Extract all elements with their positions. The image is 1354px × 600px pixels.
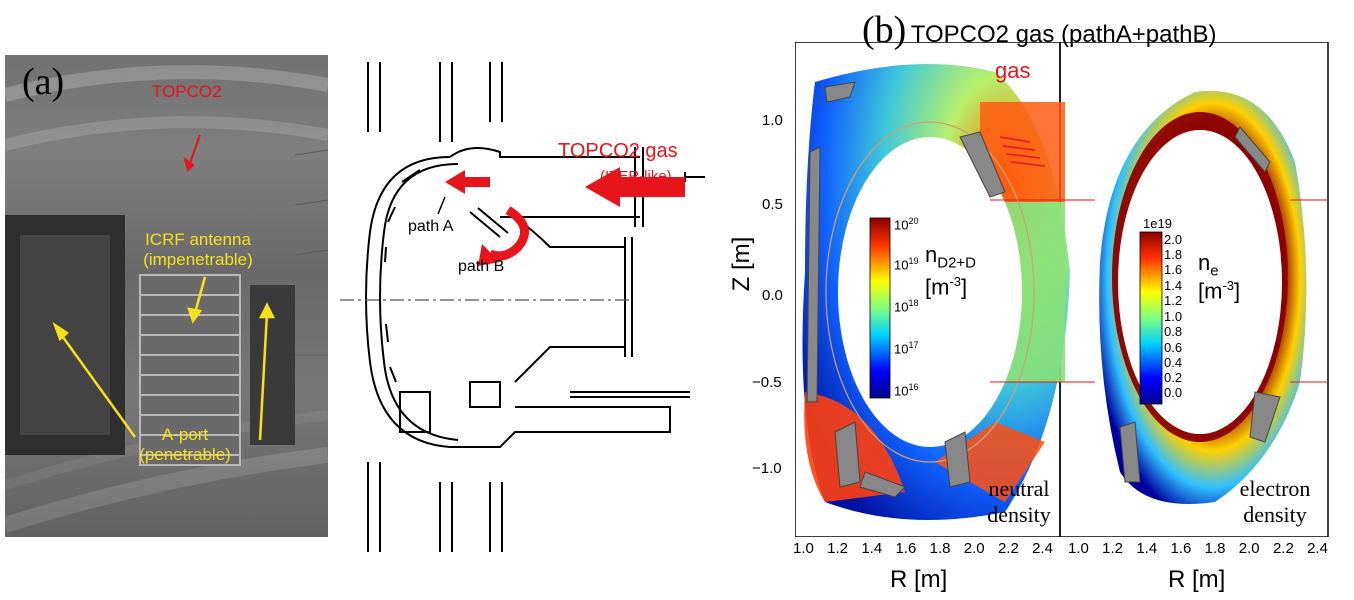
tokamak-photo-graphic: [5, 55, 328, 537]
gas-label: gas: [995, 58, 1031, 83]
tokamak-photo: [5, 55, 328, 537]
topco2-gas-subtitle: (ITER-like): [600, 168, 672, 185]
x-tick: 1.0: [793, 540, 814, 557]
x-tick: 1.6: [1170, 540, 1192, 557]
y-tick: −0.5: [752, 374, 782, 391]
x-tick: 1.0: [1068, 540, 1089, 557]
x-tick: 1.2: [1102, 540, 1124, 557]
electron-unit-label: [m-3]: [1198, 278, 1241, 304]
electron-cb-tick: 0.4: [1164, 355, 1183, 370]
x-tick: 1.4: [861, 540, 883, 557]
electron-caption-line1: electron: [1239, 476, 1311, 501]
electron-cb-tick: 1.0: [1164, 309, 1183, 324]
x-tick: 2.2: [997, 540, 1019, 557]
x-tick: 2.0: [1238, 540, 1260, 557]
density-plots-frame: [795, 42, 1329, 537]
panel-b-label: (b): [862, 9, 907, 51]
neutral-cb-tick: 1017: [894, 340, 919, 357]
electron-cb-tick: 1.8: [1164, 247, 1183, 262]
neutral-cb-tick: 1016: [894, 382, 919, 399]
path-b-label: path B: [458, 258, 505, 275]
x-tick: 1.8: [929, 540, 951, 557]
torus-cross-section-schematic: [340, 62, 705, 552]
neutral-cb-tick: 1020: [894, 216, 919, 233]
x-tick: 2.4: [1307, 540, 1328, 557]
panel-b-title-group: (b) TOPCO2 gas (pathA+pathB): [862, 8, 1216, 52]
path-a-label: path A: [408, 218, 454, 235]
electron-density-caption: electron density: [1230, 476, 1320, 528]
x-tick: 1.2: [827, 540, 849, 557]
neutral-quantity-label: nD2+D: [925, 242, 977, 272]
neutral-unit-label: [m-3]: [925, 274, 968, 300]
electron-colorbar: [1139, 231, 1163, 405]
panel-a-label: (a): [22, 61, 65, 103]
x-ticks-right: 1.0 1.2 1.4 1.6 1.8 2.0 2.2 2.4: [1068, 540, 1328, 557]
x-tick: 1.6: [895, 540, 917, 557]
electron-cb-tick: 1.6: [1164, 262, 1183, 277]
a-port-line2: (penetrable): [139, 445, 231, 464]
y-tick: 0.5: [762, 196, 783, 213]
neutral-caption-line1: neutral: [988, 476, 1050, 501]
icrf-antenna-line1: ICRF antenna: [145, 230, 251, 249]
y-tick: 1.0: [762, 112, 783, 129]
r-axis-title-right: R [m]: [1168, 566, 1226, 593]
neutral-caption-line2: density: [987, 502, 1051, 527]
x-tick: 1.8: [1204, 540, 1226, 557]
neutral-colorbar: [869, 217, 891, 399]
x-tick: 2.4: [1032, 540, 1053, 557]
y-tick: −1.0: [752, 460, 782, 477]
electron-quantity-label: ne: [1198, 250, 1219, 280]
topco2-gas-title: TOPCO2 gas: [558, 140, 678, 162]
topco2-photo-label: TOPCO2: [152, 82, 222, 101]
electron-cb-tick: 0.2: [1164, 370, 1183, 385]
x-ticks-left: 1.0 1.2 1.4 1.6 1.8 2.0 2.2 2.4: [793, 540, 1053, 557]
electron-cb-tick: 0.6: [1164, 340, 1183, 355]
x-tick: 2.2: [1272, 540, 1294, 557]
y-tick: 0.0: [762, 287, 783, 304]
r-axis-title-left: R [m]: [890, 566, 948, 593]
neutral-cb-tick: 1018: [894, 298, 919, 315]
electron-caption-line2: density: [1243, 502, 1307, 527]
neutral-density-caption: neutral density: [978, 476, 1060, 528]
electron-cb-tick: 1.2: [1164, 293, 1183, 308]
icrf-antenna-line2: (impenetrable): [143, 250, 253, 269]
electron-cb-tick: 1.4: [1164, 278, 1183, 293]
a-port-label: A-port (penetrable): [125, 425, 245, 465]
x-tick: 1.4: [1136, 540, 1158, 557]
electron-cb-tick: 0.8: [1164, 324, 1183, 339]
panel-b-title: TOPCO2 gas (pathA+pathB): [910, 21, 1217, 48]
a-port-line1: A-port: [161, 425, 209, 444]
electron-cb-tick: 0.0: [1164, 385, 1183, 400]
z-axis-title: Z [m]: [728, 236, 755, 292]
neutral-cb-tick: 1019: [894, 256, 919, 273]
icrf-antenna-label: ICRF antenna (impenetrable): [128, 230, 268, 270]
electron-cb-scale: 1e19: [1143, 216, 1172, 231]
electron-cb-tick: 2.0: [1164, 232, 1183, 247]
x-tick: 2.0: [963, 540, 985, 557]
